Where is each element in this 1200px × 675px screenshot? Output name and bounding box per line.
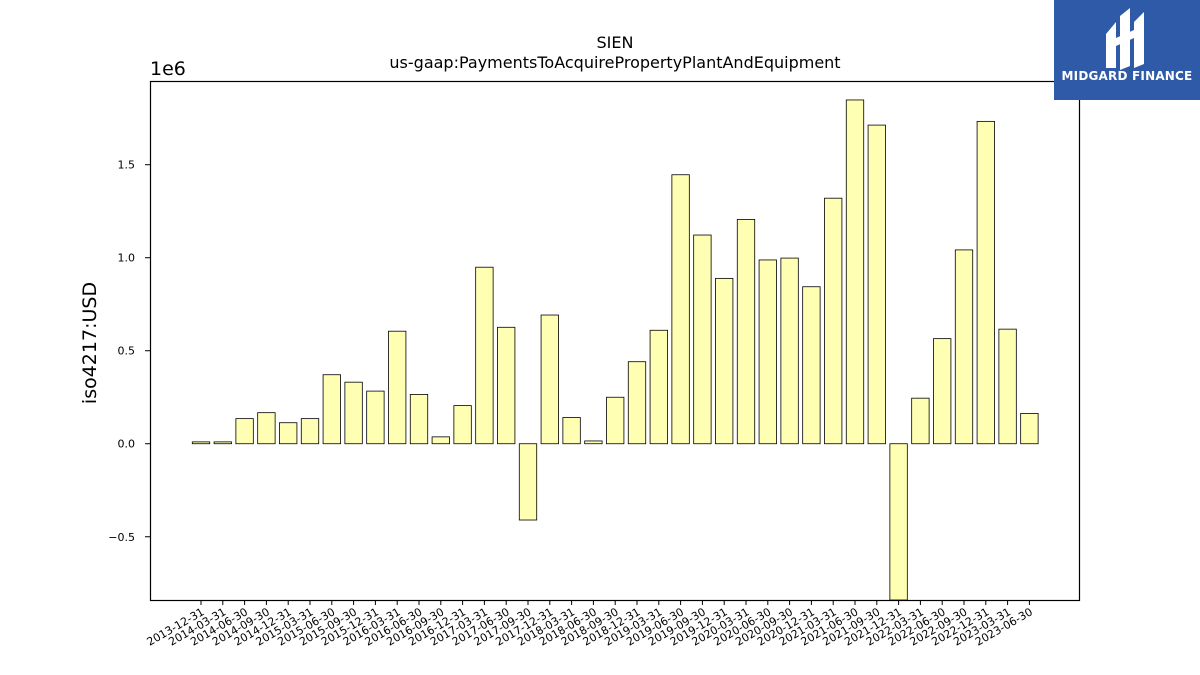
bar [409,394,429,445]
bar [998,328,1017,445]
bar [693,234,712,445]
bar [388,330,407,445]
bar [300,418,320,445]
bar [366,390,385,445]
bar [954,249,974,445]
bar [976,120,995,445]
y-axis-offset-label: 1e6 [150,58,186,80]
y-axis: −0.5 0.0 0.5 1.0 1.5 [108,159,150,544]
bar [867,124,886,445]
bar [191,441,211,445]
bar [606,396,625,445]
y-tick-label: 1.0 [118,252,136,265]
bar [889,443,908,601]
bar [431,436,450,445]
bar [758,259,777,445]
bar [824,197,843,445]
bar [627,361,647,445]
brand-name: MIDGARD FINANCE [1061,69,1193,83]
bar [213,441,232,445]
bar [1020,413,1039,445]
bar [322,374,341,445]
chart-title: SIEN [597,33,634,52]
bar [671,174,690,445]
bar [933,338,952,445]
bars-group [191,99,1039,601]
plot-frame [149,80,1081,602]
y-tick-label: 0.0 [118,438,136,451]
bar [780,257,799,445]
bar [344,381,363,445]
bar [257,412,276,445]
y-tick-label: 0.5 [118,345,136,358]
bar [453,405,472,445]
bar [649,329,668,445]
y-tick-label: 1.5 [118,159,136,172]
brand-logo: MIDGARD FINANCE [1054,0,1200,100]
chart-subtitle: us-gaap:PaymentsToAcquirePropertyPlantAn… [389,53,840,72]
bar [562,417,581,445]
bar [911,397,930,445]
y-axis-label: iso4217:USD [79,282,101,404]
bar [475,266,494,445]
y-tick-label: −0.5 [108,531,135,544]
bar [736,218,756,445]
x-axis: 2013-12-312014-03-312014-06-302014-09-30… [145,600,1035,649]
bar [279,422,298,445]
bar [584,440,603,445]
midgard-logo-icon [1106,8,1144,70]
bar [845,99,865,445]
bar [497,326,516,445]
bar [540,314,559,445]
bar [518,443,538,521]
bar [235,418,254,445]
bar [715,277,734,445]
bar [802,286,821,445]
